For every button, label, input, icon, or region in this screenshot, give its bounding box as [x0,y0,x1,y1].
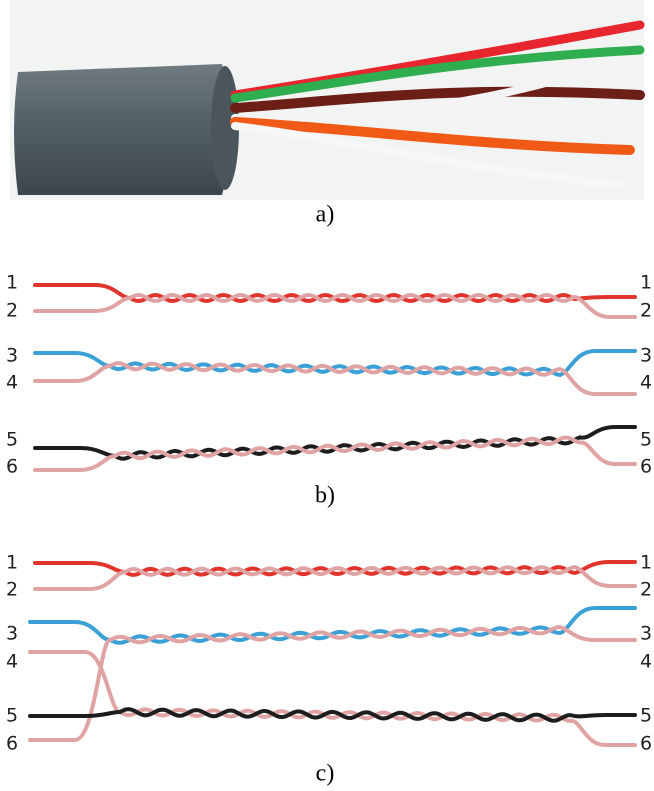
panel-label: b) [315,483,335,509]
wire-number: 2 [640,579,652,601]
wire-number: 3 [6,345,18,367]
wire-number: 4 [6,372,18,394]
wire-number: 1 [640,272,652,294]
wire-number: 6 [640,733,652,755]
wire-number: 6 [6,733,18,755]
wire [28,624,637,742]
wire-number: 3 [640,345,652,367]
photo-wire [230,86,645,113]
wire-number: 2 [6,579,18,601]
wire-number: 4 [640,372,652,394]
wire-number: 5 [640,429,652,451]
wire-number: 1 [640,552,652,574]
photo-wire [230,45,645,103]
wire [28,650,637,747]
cable-photo [14,64,239,195]
wire [33,564,637,591]
wire [33,292,637,319]
wire-number: 2 [6,300,18,322]
wire-number: 4 [6,651,18,673]
wire-number: 5 [6,429,18,451]
panel-label: c) [316,761,335,787]
wire-number: 1 [6,272,18,294]
panel-label: a) [316,202,335,228]
wire-number: 5 [640,705,652,727]
wire-number: 6 [640,456,652,478]
wire-number: 3 [6,623,18,645]
wire [28,606,637,645]
photo-wire [230,117,635,155]
photo-wire [231,122,624,189]
photo-wire [231,56,624,122]
wire-number: 1 [6,552,18,574]
wire-number: 6 [6,456,18,478]
wire-number: 5 [6,705,18,727]
wire-number: 3 [640,623,652,645]
wire [33,361,637,396]
wire-number: 4 [640,651,652,673]
wire-number: 2 [640,300,652,322]
wire [33,435,637,472]
wire [28,707,637,723]
